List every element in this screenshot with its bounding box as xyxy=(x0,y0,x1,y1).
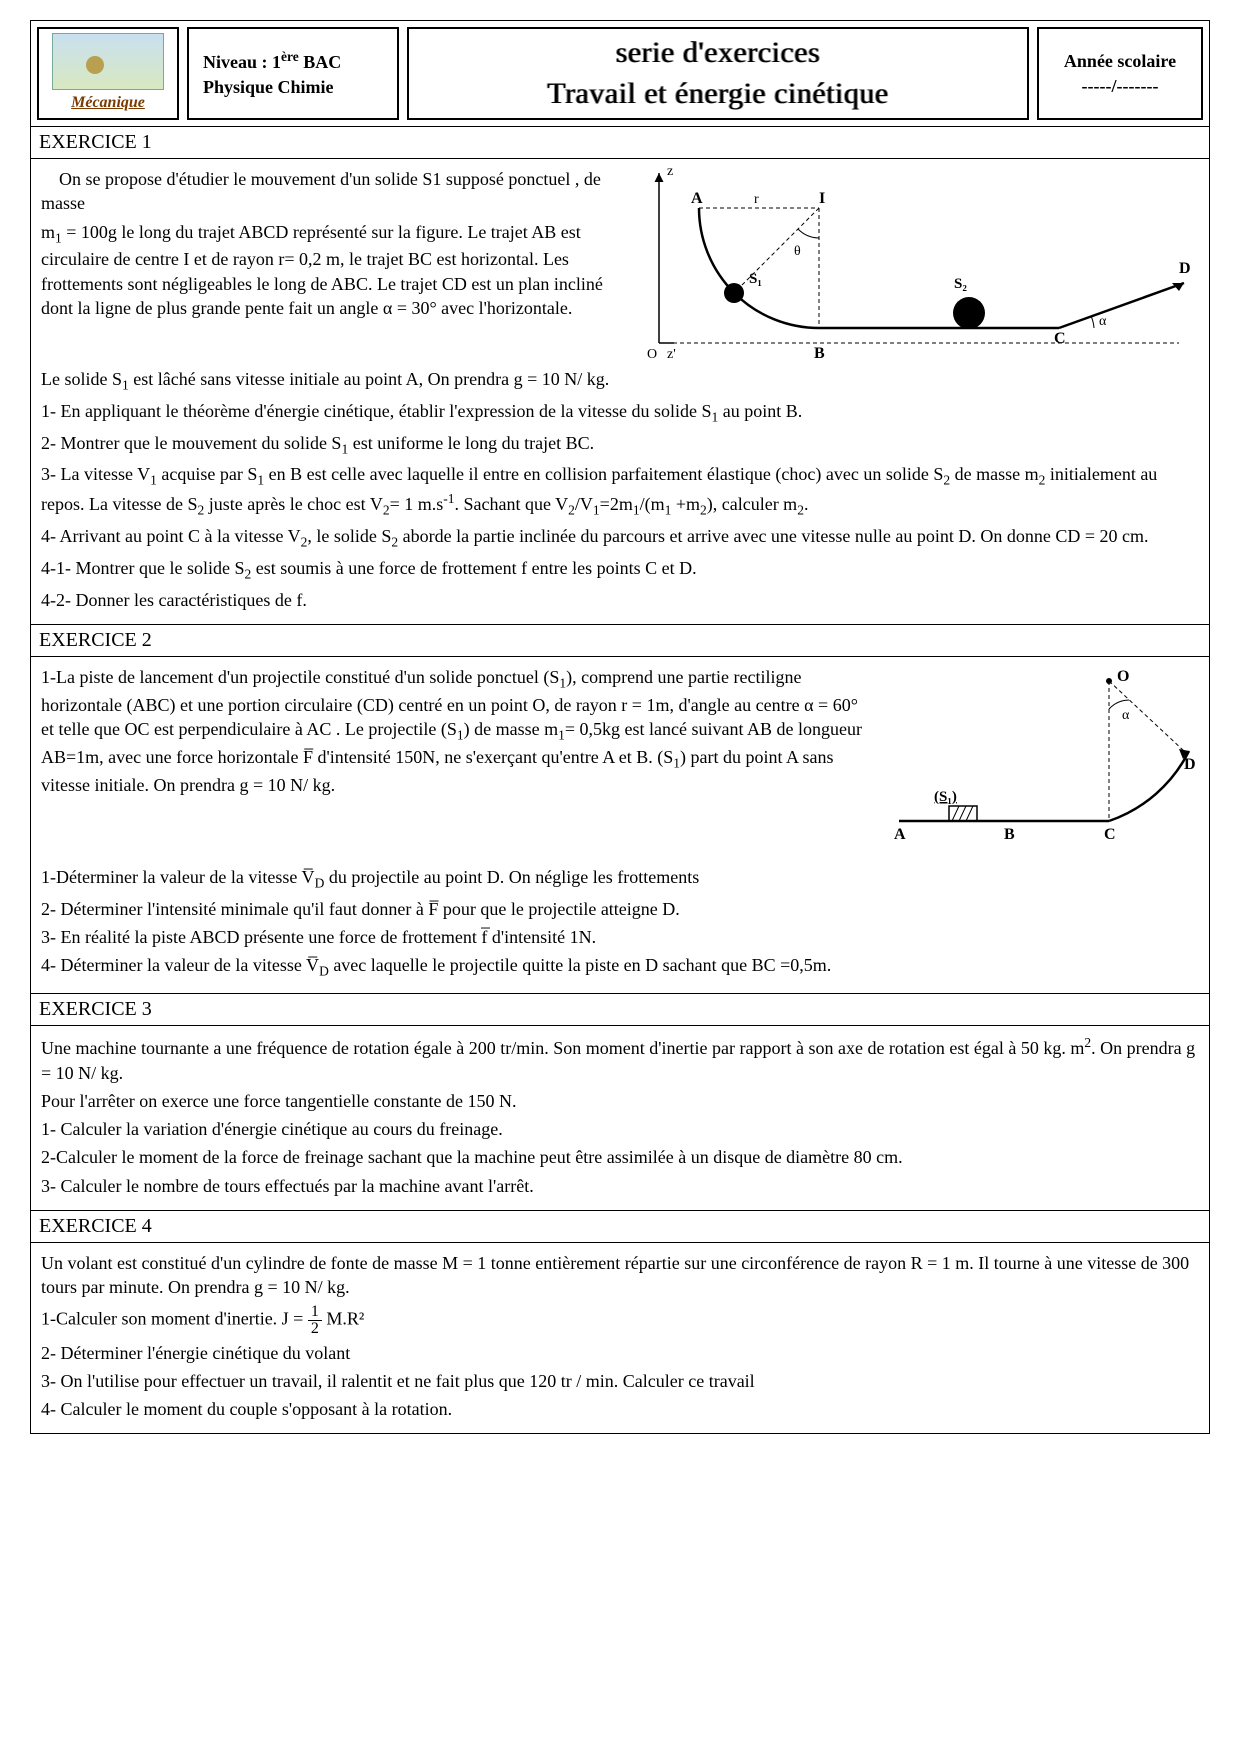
svg-text:B: B xyxy=(1004,826,1015,843)
ex1-q42: 4-2- Donner les caractéristiques de f. xyxy=(41,588,1199,612)
svg-text:α: α xyxy=(1099,314,1107,329)
ex4-q3: 3- On l'utilise pour effectuer un travai… xyxy=(41,1369,1199,1393)
ex2-title: EXERCICE 2 xyxy=(31,625,1209,657)
ex2-body: 1-La piste de lancement d'un projectile … xyxy=(31,657,1209,994)
ex2-q2: 2- Déterminer l'intensité minimale qu'il… xyxy=(41,897,1199,921)
ex3-body: Une machine tournante a une fréquence de… xyxy=(31,1026,1209,1211)
year-label: Année scolaire xyxy=(1064,49,1176,73)
ex2-q1: 1-Déterminer la valeur de la vitesse V̅D… xyxy=(41,865,1199,893)
svg-text:B: B xyxy=(814,345,825,362)
ex1-q1: 1- En appliquant le théorème d'énergie c… xyxy=(41,399,1199,427)
level-sup: ère xyxy=(281,49,299,64)
ex3-p1: Une machine tournante a une fréquence de… xyxy=(41,1034,1199,1085)
year-value: -----/------- xyxy=(1082,74,1159,98)
logo-text: Mécanique xyxy=(71,92,145,114)
svg-text:α: α xyxy=(1122,708,1130,723)
level-box: Niveau : 1ère BAC Physique Chimie xyxy=(187,27,399,120)
svg-text:O: O xyxy=(1117,668,1129,685)
ex1-figure: z O z' A r I θ xyxy=(639,163,1199,363)
year-box: Année scolaire -----/------- xyxy=(1037,27,1203,120)
svg-text:C: C xyxy=(1054,330,1066,347)
svg-text:r: r xyxy=(754,192,759,207)
svg-text:z: z xyxy=(667,164,673,179)
ex4-q1-prefix: 1-Calculer son moment d'inertie. J = xyxy=(41,1308,308,1328)
svg-text:D: D xyxy=(1184,756,1196,773)
svg-text:A: A xyxy=(691,190,703,207)
level-suffix: BAC xyxy=(299,52,342,72)
svg-text:S₁: S₁ xyxy=(749,271,762,287)
level-prefix: Niveau : 1 xyxy=(203,52,281,72)
ex4-q1-suffix: M.R² xyxy=(322,1308,364,1328)
ex1-body: On se propose d'étudier le mouvement d'u… xyxy=(31,159,1209,625)
logo-image xyxy=(52,33,164,90)
ex3-q1: 1- Calculer la variation d'énergie cinét… xyxy=(41,1117,1199,1141)
ex1-p2: Le solide S1 est lâché sans vitesse init… xyxy=(41,367,1199,395)
svg-text:z': z' xyxy=(667,347,676,362)
ex1-intro: On se propose d'étudier le mouvement d'u… xyxy=(41,163,629,363)
logo-box: Mécanique xyxy=(37,27,179,120)
ex3-p2: Pour l'arrêter on exerce une force tange… xyxy=(41,1089,1199,1113)
ex2-q4: 4- Déterminer la valeur de la vitesse V̅… xyxy=(41,953,1199,981)
ex4-q2: 2- Déterminer l'énergie cinétique du vol… xyxy=(41,1341,1199,1365)
page-container: Mécanique Niveau : 1ère BAC Physique Chi… xyxy=(30,20,1210,1434)
ex3-title: EXERCICE 3 xyxy=(31,994,1209,1026)
ex4-q4: 4- Calculer le moment du couple s'opposa… xyxy=(41,1397,1199,1421)
ex1-q4: 4- Arrivant au point C à la vitesse V2, … xyxy=(41,524,1199,552)
ex2-intro: 1-La piste de lancement d'un projectile … xyxy=(41,661,869,861)
ex4-body: Un volant est constitué d'un cylindre de… xyxy=(31,1243,1209,1433)
svg-text:(S₁): (S₁) xyxy=(934,789,957,805)
ex1-q41: 4-1- Montrer que le solide S2 est soumis… xyxy=(41,556,1199,584)
ex4-title: EXERCICE 4 xyxy=(31,1211,1209,1243)
ex4-q1: 1-Calculer son moment d'inertie. J = 12 … xyxy=(41,1304,1199,1337)
svg-text:C: C xyxy=(1104,826,1116,843)
ex1-q2: 2- Montrer que le mouvement du solide S1… xyxy=(41,431,1199,459)
ex1-p1a: On se propose d'étudier le mouvement d'u… xyxy=(41,167,629,216)
header: Mécanique Niveau : 1ère BAC Physique Chi… xyxy=(31,21,1209,127)
frac-num: 1 xyxy=(308,1304,322,1321)
svg-text:θ: θ xyxy=(794,244,801,259)
title-line2: Travail et énergie cinétique xyxy=(547,74,888,115)
ex3-q3: 3- Calculer le nombre de tours effectués… xyxy=(41,1174,1199,1198)
title-box: serie d'exercices Travail et énergie cin… xyxy=(407,27,1029,120)
ex2-q3: 3- En réalité la piste ABCD présente une… xyxy=(41,925,1199,949)
svg-text:A: A xyxy=(894,826,906,843)
ex1-title: EXERCICE 1 xyxy=(31,127,1209,159)
svg-text:D: D xyxy=(1179,260,1191,277)
ex4-p1: Un volant est constitué d'un cylindre de… xyxy=(41,1251,1199,1300)
ex1-p1b: m1 = 100g le long du trajet ABCD représe… xyxy=(41,220,629,321)
ex1-q3: 3- La vitesse V1 acquise par S1 en B est… xyxy=(41,462,1199,520)
ex3-q2: 2-Calculer le moment de la force de frei… xyxy=(41,1145,1199,1169)
fraction: 12 xyxy=(308,1304,322,1337)
level-line2: Physique Chimie xyxy=(203,75,383,99)
svg-text:O: O xyxy=(647,347,657,362)
level-line1: Niveau : 1ère BAC xyxy=(203,48,383,74)
ex2-intro-text: 1-La piste de lancement d'un projectile … xyxy=(41,665,869,797)
frac-den: 2 xyxy=(308,1321,322,1337)
ex2-figure: O α D A B C xyxy=(879,661,1199,861)
svg-text:S₂: S₂ xyxy=(954,276,967,292)
title-line1: serie d'exercices xyxy=(616,33,821,74)
svg-text:I: I xyxy=(819,190,825,207)
